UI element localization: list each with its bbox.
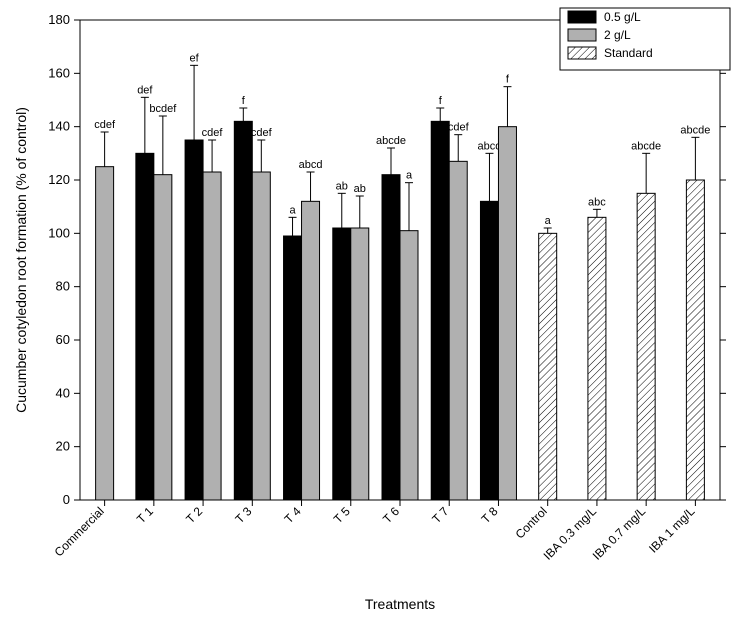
bar — [302, 201, 320, 500]
x-axis-label: Treatments — [365, 596, 435, 612]
bar — [686, 180, 704, 500]
y-tick-label: 20 — [56, 439, 70, 454]
y-tick-label: 180 — [48, 12, 70, 27]
y-tick-label: 160 — [48, 65, 70, 80]
significance-label: a — [545, 215, 552, 227]
y-tick-label: 40 — [56, 385, 70, 400]
significance-label: abcd — [299, 159, 323, 171]
significance-label: abcd — [478, 140, 502, 152]
significance-label: cdef — [94, 119, 116, 131]
bar — [252, 172, 270, 500]
significance-label: ab — [336, 180, 348, 192]
bar — [185, 140, 203, 500]
y-tick-label: 100 — [48, 225, 70, 240]
chart-svg: 0 20 40 60 80 100 120 140 160 180 Cucumber cotyled… — [0, 0, 756, 627]
bar — [96, 167, 114, 500]
legend-label: Standard — [604, 46, 653, 60]
bar — [637, 193, 655, 500]
legend-label: 0.5 g/L — [604, 10, 641, 24]
y-tick-label: 80 — [56, 279, 70, 294]
significance-label: ef — [189, 52, 199, 64]
significance-label: cdef — [202, 127, 224, 139]
bar — [498, 127, 516, 500]
significance-label: def — [137, 84, 153, 96]
bar — [480, 201, 498, 500]
y-axis-label: Cucumber cotyledon root formation (% of … — [13, 107, 29, 413]
bar — [449, 161, 467, 500]
y-tick-label: 0 — [63, 492, 70, 507]
legend-swatch — [568, 29, 596, 41]
significance-label: abc — [588, 196, 606, 208]
bar — [431, 121, 449, 500]
significance-label: abcde — [376, 135, 406, 147]
bar — [234, 121, 252, 500]
bar — [284, 236, 302, 500]
y-tick-label: 60 — [56, 332, 70, 347]
significance-label: bcdef — [149, 103, 177, 115]
significance-label: cdef — [251, 127, 273, 139]
bar — [400, 231, 418, 500]
y-tick-label: 120 — [48, 172, 70, 187]
bar — [588, 217, 606, 500]
significance-label: a — [406, 170, 413, 182]
y-tick-label: 140 — [48, 119, 70, 134]
bar — [351, 228, 369, 500]
significance-label: abcde — [631, 140, 661, 152]
bar — [203, 172, 221, 500]
significance-label: cdef — [448, 122, 470, 134]
bar — [333, 228, 351, 500]
legend-label: 2 g/L — [604, 28, 631, 42]
legend-swatch — [568, 11, 596, 23]
significance-label: a — [289, 204, 296, 216]
significance-label: abcde — [680, 124, 710, 136]
bar — [154, 175, 172, 500]
significance-label: ab — [354, 183, 366, 195]
bar — [539, 233, 557, 500]
bar — [382, 175, 400, 500]
chart-container: 0 20 40 60 80 100 120 140 160 180 Cucumber cotyled… — [0, 0, 756, 627]
bar — [136, 153, 154, 500]
legend-swatch — [568, 47, 596, 59]
